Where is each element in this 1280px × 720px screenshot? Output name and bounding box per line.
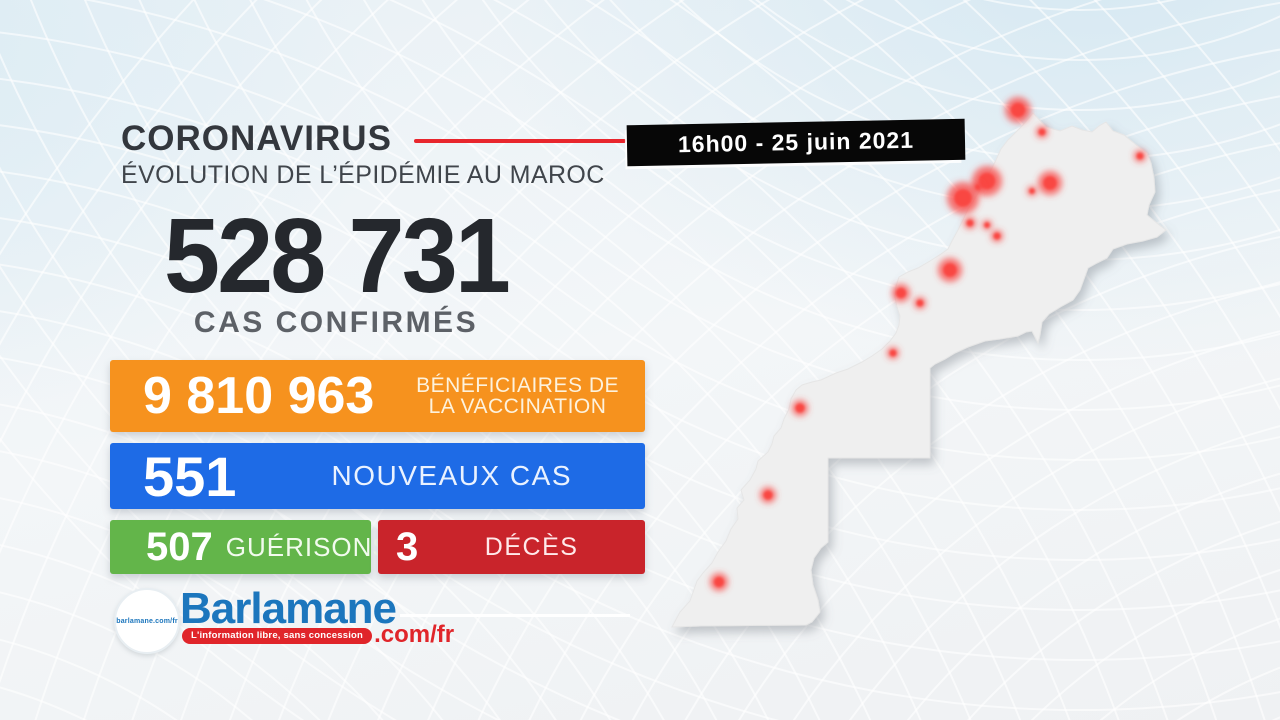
deaths-stat-bar: 3 DÉCÈS (378, 520, 645, 574)
hotspot-dot (916, 299, 924, 307)
hotspot-dot (966, 219, 974, 227)
hotspot-dot (954, 189, 972, 207)
background-ring (983, 0, 1177, 11)
hotspot-dot (943, 263, 957, 277)
background-ring (0, 0, 1280, 660)
brand-wordmark: Barlamane (180, 584, 397, 633)
hotspot-dot (984, 222, 990, 228)
hotspot-dot (763, 490, 773, 500)
title-divider-line (414, 139, 626, 143)
hotspot-dot (896, 288, 906, 298)
deaths-label: DÉCÈS (484, 532, 579, 561)
background-ring (421, 0, 1280, 361)
vaccination-stat-bar: 9 810 963 BÉNÉFICIAIRES DE LA VACCINATIO… (110, 360, 645, 432)
hotspot-dot (795, 403, 805, 413)
new-cases-value: 551 (143, 444, 237, 508)
recoveries-stat-bar: 507 GUÉRISONS (110, 520, 390, 574)
hotspot-dot (889, 349, 897, 357)
new-cases-stat-bar: 551 NOUVEAUX CAS (110, 443, 645, 509)
deaths-value: 3 (396, 524, 419, 569)
background-ring (481, 0, 1280, 311)
hotspot-dot (1136, 152, 1144, 160)
hotspot-layer (710, 97, 1146, 591)
hotspot-dot (978, 172, 996, 190)
hotspot-dot (1010, 102, 1026, 118)
vaccination-value: 9 810 963 (143, 367, 375, 425)
page-subtitle: ÉVOLUTION DE L’ÉPIDÉMIE AU MAROC (121, 161, 605, 189)
hotspot-dot (1038, 128, 1046, 136)
brand-seal: barlamane.com/fr (114, 588, 180, 654)
brand-tagline: L'information libre, sans concession (182, 628, 373, 644)
footer-divider-line (400, 614, 630, 617)
vaccination-label: BÉNÉFICIAIRES DE LA VACCINATION (416, 374, 619, 418)
hotspot-dot (993, 232, 1001, 240)
confirmed-cases-value: 528 731 (163, 197, 511, 315)
background-ring (363, 0, 1280, 411)
hotspot-dot (975, 184, 981, 190)
hotspot-dot (1029, 188, 1035, 194)
brand-domain-suffix: .com/fr (374, 621, 455, 648)
background-ring (193, 0, 1280, 561)
background-ring (305, 0, 1280, 461)
morocco-map-shape (671, 112, 1167, 628)
recoveries-value: 507 (146, 524, 213, 569)
background-ring (845, 0, 1280, 61)
hotspot-dot (714, 577, 724, 587)
background-ring (755, 0, 1280, 111)
brand-subline: L'information libre, sans concession .co… (182, 621, 455, 648)
background-ring (138, 0, 1280, 611)
confirmed-cases-label: CAS CONFIRMÉS (193, 306, 479, 339)
recoveries-label: GUÉRISONS (225, 531, 391, 562)
confirmed-cases-block: 528 731 CAS CONFIRMÉS (118, 197, 554, 340)
background-ring (249, 0, 1280, 511)
date-time-badge: 16h00 - 25 juin 2021 (626, 118, 966, 167)
hotspot-dot (1043, 176, 1057, 190)
new-cases-label: NOUVEAUX CAS (331, 460, 572, 491)
page-title: CORONAVIRUS (121, 119, 392, 158)
